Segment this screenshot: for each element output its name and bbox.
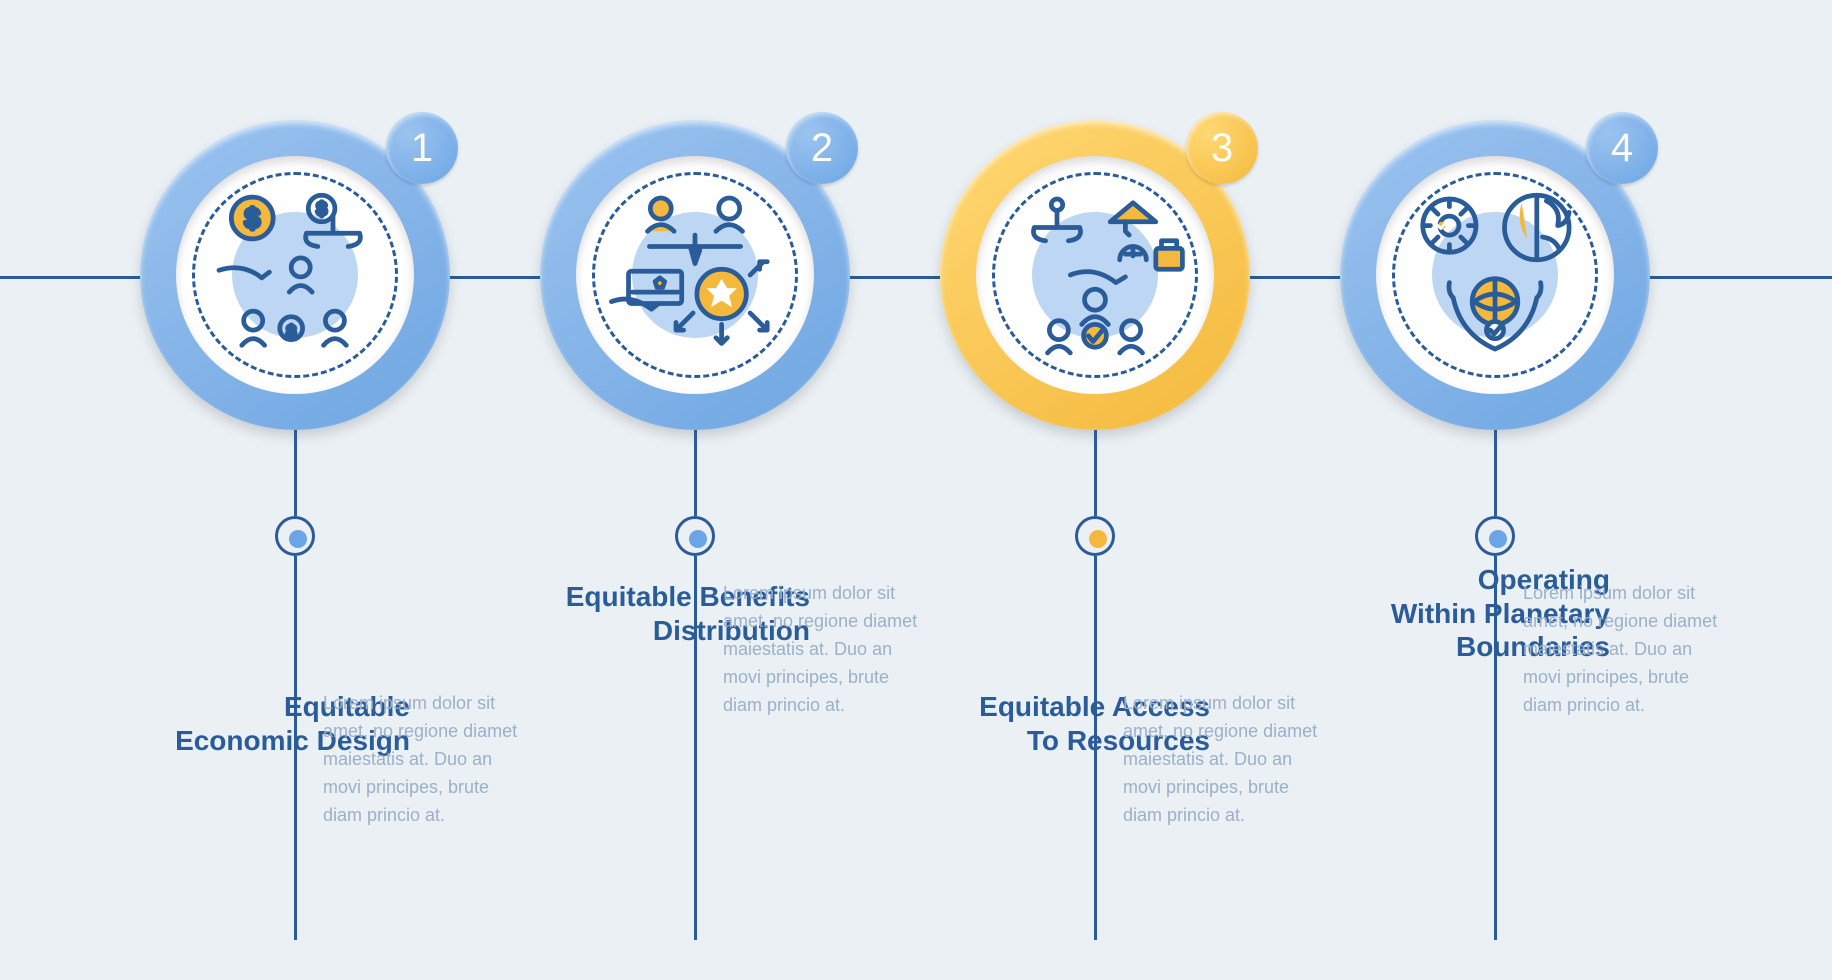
step-number: 4 [1611, 126, 1633, 171]
step-body: Lorem ipsum dolor sit amet, no regione d… [1523, 580, 1723, 719]
benefits-icon [600, 180, 790, 370]
step-circle-3: 3 [940, 120, 1250, 430]
connector-dot [1089, 530, 1107, 548]
step-body: Lorem ipsum dolor sit amet, no regione d… [323, 690, 523, 829]
planetary-icon [1400, 180, 1590, 370]
connector-node [1475, 516, 1515, 556]
step-circle-2: 2 [540, 120, 850, 430]
infographic-stage: $ $ $ 1EquitableEconomic DesignLorem ips… [0, 0, 1832, 980]
step-number: 3 [1211, 126, 1233, 171]
connector-line [1250, 276, 1340, 279]
step-number-badge: 1 [386, 112, 458, 184]
step-number-badge: 2 [786, 112, 858, 184]
economic-icon: $ $ $ [200, 180, 390, 370]
connector-node [1075, 516, 1115, 556]
step-number-badge: 3 [1186, 112, 1258, 184]
connector-line [450, 276, 540, 279]
connector-node [675, 516, 715, 556]
step-body: Lorem ipsum dolor sit amet, no regione d… [1123, 690, 1323, 829]
connector-dot [689, 530, 707, 548]
step-circle-1: $ $ $ 1 [140, 120, 450, 430]
svg-text:$: $ [287, 323, 296, 340]
svg-text:$: $ [317, 200, 327, 219]
connector-node [275, 516, 315, 556]
step-circle-4: 4 [1340, 120, 1650, 430]
step-number: 1 [411, 126, 433, 171]
access-icon [1000, 180, 1190, 370]
svg-text:$: $ [245, 204, 260, 234]
connector-dot [1489, 530, 1507, 548]
connector-dot [289, 530, 307, 548]
step-number-badge: 4 [1586, 112, 1658, 184]
connector-line [1650, 276, 1832, 279]
connector-line [0, 276, 140, 279]
connector-line [850, 276, 940, 279]
step-number: 2 [811, 126, 833, 171]
